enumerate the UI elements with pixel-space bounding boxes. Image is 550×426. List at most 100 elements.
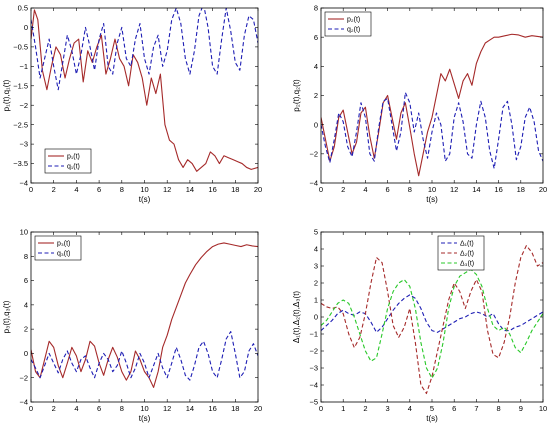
series-line-1 <box>31 242 258 388</box>
y-tick-label: 6 <box>314 33 318 42</box>
y-tick-label: 4 <box>24 300 28 309</box>
y-tick-label: −0.5 <box>13 42 28 51</box>
x-tick-label: 9 <box>519 404 523 413</box>
y-tick-label: 0 <box>24 23 28 32</box>
x-axis-label: t(s) <box>426 414 438 423</box>
x-tick-label: 6 <box>97 404 101 413</box>
y-tick-label: −3.5 <box>13 159 28 168</box>
legend-label: p₃(t) <box>57 241 70 248</box>
y-axis-label: Δ₁(t),Δ₂(t),Δ₃(t) <box>292 291 301 344</box>
x-tick-label: 12 <box>450 185 458 194</box>
legend: Δ₁(t) Δ₂(t) Δ₃(t) <box>437 235 485 271</box>
x-tick-label: 18 <box>517 185 525 194</box>
x-axis-label: t(s) <box>139 414 151 423</box>
x-tick-label: 14 <box>186 185 194 194</box>
y-tick-label: 6 <box>24 276 28 285</box>
chart-panel-1: 0 2 4 6 8 10 12 14 16 18 20 −4 −3.5 −3 −2.5 −2 −1.5 −1 −0.… <box>2 4 262 204</box>
x-tick-label: 8 <box>120 404 124 413</box>
x-tick-label: 14 <box>186 404 194 413</box>
legend-box <box>44 148 92 174</box>
x-tick-label: 3 <box>386 404 390 413</box>
x-tick-label: 8 <box>497 404 501 413</box>
x-tick-label: 12 <box>163 404 171 413</box>
x-tick-label: 16 <box>494 185 502 194</box>
series-line-3 <box>321 268 543 379</box>
x-tick-label: 20 <box>254 404 262 413</box>
x-tick-label: 2 <box>341 185 345 194</box>
y-tick-label: 0 <box>24 349 28 358</box>
y-tick-label: −3 <box>19 140 28 149</box>
y-tick-label: 2 <box>24 325 28 334</box>
y-tick-label: −1 <box>19 62 28 71</box>
y-tick-label: 4 <box>314 245 318 254</box>
chart-panel-3: 0 2 4 6 8 10 12 14 16 18 20−4−20246810t(s)p₃(t),q₃… <box>2 228 262 423</box>
x-tick-label: 16 <box>208 185 216 194</box>
chart-panel-2: 0 2 4 6 8 10 12 14 16 18 20 −4 −2 0 2 4 6 8 t(s) p₂(t),q₂(t… <box>292 4 547 204</box>
x-tick-label: 10 <box>140 404 148 413</box>
y-axis-label: p₁(t),q₁(t) <box>2 79 11 111</box>
x-tick-label: 7 <box>474 404 478 413</box>
legend-label: p₂(t) <box>347 17 360 24</box>
x-tick-label: 6 <box>452 404 456 413</box>
series-line-1 <box>31 9 258 172</box>
series-line-2 <box>31 331 258 381</box>
y-axis-label: p₂(t),q₂(t) <box>292 79 301 112</box>
y-tick-label: 2 <box>314 279 318 288</box>
y-tick-label: 3 <box>314 262 318 271</box>
x-tick-label: 2 <box>52 185 56 194</box>
x-tick-label: 20 <box>539 185 547 194</box>
y-tick-label: −4 <box>309 381 318 390</box>
x-tick-label: 10 <box>140 185 148 194</box>
y-tick-label: −4 <box>19 179 28 188</box>
legend-label: q₁(t) <box>67 164 80 171</box>
series-line-2 <box>321 245 543 395</box>
x-tick-label: 6 <box>386 185 390 194</box>
x-tick-label: 1 <box>341 404 345 413</box>
y-tick-label: −2.5 <box>13 120 28 129</box>
x-tick-label: 8 <box>120 185 124 194</box>
legend-label: p₁(t) <box>67 154 80 161</box>
legend-box <box>437 235 485 271</box>
series-line-2 <box>321 92 543 169</box>
y-tick-label: 0 <box>314 120 318 129</box>
series-line-1 <box>321 33 543 177</box>
x-tick-label: 0 <box>319 404 323 413</box>
x-tick-label: 14 <box>472 185 480 194</box>
y-tick-label: 2 <box>314 91 318 100</box>
x-tick-label: 0 <box>29 185 33 194</box>
legend-box <box>34 235 82 261</box>
x-tick-label: 10 <box>539 404 547 413</box>
y-tick-label: −4 <box>309 179 318 188</box>
x-tick-label: 4 <box>74 185 78 194</box>
x-tick-label: 5 <box>430 404 434 413</box>
y-tick-label: −2 <box>309 149 318 158</box>
legend-label: Δ₂(t) <box>460 251 474 258</box>
legend-box <box>324 11 372 37</box>
y-tick-label: −2 <box>19 373 28 382</box>
x-tick-label: 4 <box>408 404 412 413</box>
y-tick-label: 8 <box>24 252 28 261</box>
y-tick-label: 10 <box>20 228 28 237</box>
y-tick-label: 4 <box>314 62 318 71</box>
x-tick-label: 18 <box>231 404 239 413</box>
y-tick-label: 0 <box>314 313 318 322</box>
x-tick-label: 10 <box>428 185 436 194</box>
y-tick-label: −3 <box>309 364 318 373</box>
x-tick-label: 20 <box>254 185 262 194</box>
legend-label: q₃(t) <box>57 251 70 258</box>
x-tick-label: 4 <box>363 185 367 194</box>
x-tick-label: 4 <box>74 404 78 413</box>
x-tick-label: 0 <box>319 185 323 194</box>
y-tick-label: 8 <box>314 4 318 13</box>
y-tick-label: −2 <box>309 347 318 356</box>
y-tick-label: 0.5 <box>18 4 28 13</box>
series-line-1 <box>321 294 543 333</box>
legend-label: q₂(t) <box>347 27 360 34</box>
chart-panel-4: 0 1 2 3 4 5 6 7 8 9 10−5−4−3−2−1012345t(s)Δ₁(t),Δ₂… <box>292 228 547 423</box>
y-axis-label: p₃(t),q₃(t) <box>2 300 11 333</box>
legend: p₁(t) q₁(t) <box>44 148 92 174</box>
x-axis-label: t(s) <box>426 195 438 204</box>
y-tick-label: −1 <box>309 330 318 339</box>
x-tick-label: 2 <box>363 404 367 413</box>
